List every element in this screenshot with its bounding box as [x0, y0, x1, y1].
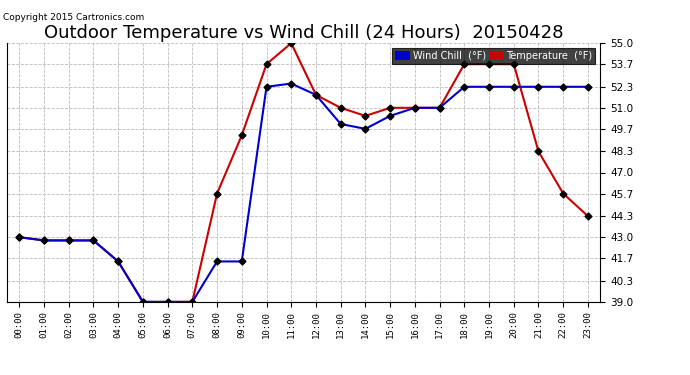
Title: Outdoor Temperature vs Wind Chill (24 Hours)  20150428: Outdoor Temperature vs Wind Chill (24 Ho…	[44, 24, 563, 42]
Text: Copyright 2015 Cartronics.com: Copyright 2015 Cartronics.com	[3, 13, 145, 22]
Legend: Wind Chill  (°F), Temperature  (°F): Wind Chill (°F), Temperature (°F)	[393, 48, 595, 64]
